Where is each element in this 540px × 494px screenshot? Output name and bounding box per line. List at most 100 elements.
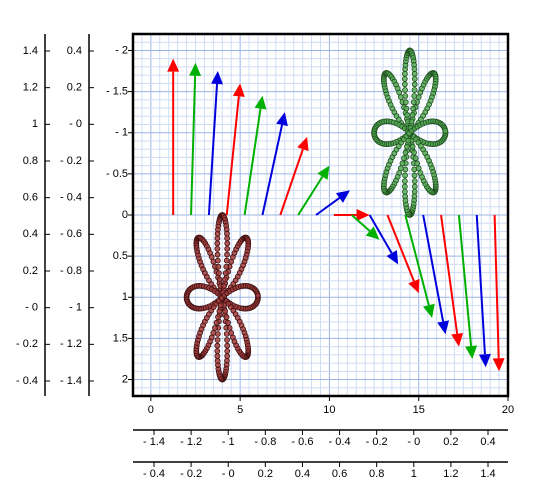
arrow-shaft (297, 176, 324, 216)
y-tick-label: 1 (122, 291, 128, 303)
y-tick-label: - 2 (115, 44, 128, 56)
grid-lines (132, 33, 509, 397)
bottom-upper-tick-label: - 1 (222, 436, 235, 448)
arrow-shaft (368, 214, 393, 254)
bottom-upper-tick-label: - 0.8 (254, 436, 276, 448)
arrow-shaft (279, 148, 304, 216)
flower-marker (401, 81, 408, 88)
flower-marker (409, 112, 416, 118)
flower-marker (410, 105, 417, 112)
flower-marker (411, 70, 418, 77)
flower-marker (224, 342, 231, 349)
bottom-upper-tick-label: - 1.4 (143, 436, 165, 448)
arrow-shaft (261, 124, 284, 216)
flower-marker (411, 75, 418, 82)
bottom-lower-tick-label: 0.6 (332, 468, 347, 480)
x-tick-label: 0 (148, 404, 154, 416)
flower-marker (415, 165, 422, 172)
bottom-lower-tick-label: - 0.4 (143, 468, 165, 480)
arrow-head (492, 358, 505, 372)
flower-marker (224, 245, 231, 252)
flower-marker (399, 160, 406, 167)
arrow-head (254, 95, 267, 110)
flower-marker (214, 235, 221, 242)
flower-marker (222, 308, 229, 315)
flower-marker (215, 263, 222, 270)
flower-marker (216, 308, 223, 315)
arrow-head (189, 62, 202, 76)
arrow-shaft (207, 83, 219, 216)
flower-marker (214, 353, 221, 360)
arrow-shaft (493, 214, 500, 359)
bottom-lower-tick-label: - 0.2 (180, 468, 202, 480)
flower-marker (411, 149, 417, 156)
left-inner-tick-label: - 0.6 (60, 228, 82, 240)
left-inner-tick-label: 0.2 (67, 82, 82, 94)
bottom-upper-tick-label: 0.4 (480, 436, 495, 448)
flower-marker (404, 143, 410, 150)
flower-marker (411, 172, 418, 179)
flower-marker (403, 105, 410, 112)
left-inner-tick-label: - 0.2 (60, 155, 82, 167)
flower-marker (214, 245, 221, 252)
flower-marker (215, 314, 221, 320)
flower-marker (404, 112, 411, 118)
left-inner-tick-label: 0.4 (67, 45, 82, 57)
arrow-head (232, 83, 245, 97)
left-outer-tick-label: - 0.2 (16, 338, 38, 350)
flower-marker (224, 240, 231, 247)
flower-marker (414, 160, 421, 167)
flower-marker (221, 283, 228, 289)
bottom-upper-tick-label: - 0.2 (366, 436, 388, 448)
arrow-shaft (243, 108, 262, 216)
flower-marker (215, 270, 222, 276)
flower-marker (224, 230, 230, 237)
flower-marker (402, 193, 409, 200)
flower-marker (402, 87, 408, 93)
arrow-head (335, 190, 350, 203)
y-tick-label: 0 (122, 209, 128, 221)
flower-marker (401, 155, 407, 162)
arrow-head (365, 226, 380, 240)
arrow-shaft (315, 197, 341, 216)
flower-marker (214, 337, 221, 343)
flower-marker (401, 178, 408, 185)
arrow-shaft (457, 214, 473, 347)
left-outer-tick-label: 0.4 (23, 228, 38, 240)
flower-marker (214, 257, 221, 264)
arrow-shaft (351, 214, 371, 232)
flower-marker (224, 348, 231, 355)
bottom-lower-tick-label: 1 (411, 468, 417, 480)
left-outer-tick-label: 1.4 (23, 45, 38, 57)
arrow-head (465, 345, 478, 359)
axes: 0 5 10 15 20 - 2 - 1.5 - 1 - 0.5 0 0.5 1 1.5 2 1.4 1.2 1… (16, 34, 514, 480)
flower-marker (409, 143, 416, 150)
flower-marker (223, 314, 230, 320)
flower-marker (402, 99, 409, 106)
x-tick-label: 10 (323, 404, 335, 416)
bottom-lower-tick-label: 0.2 (258, 468, 273, 480)
flower-marker (223, 257, 230, 264)
flower-marker (402, 172, 408, 179)
flower-markers (183, 47, 449, 383)
arrow-head (423, 303, 435, 318)
y-tick-label: - 1.5 (106, 85, 128, 97)
bottom-upper-tick-label: - 1.2 (180, 436, 202, 448)
arrow-head (317, 165, 330, 180)
x-tick-label: 5 (237, 404, 243, 416)
flower-1 (183, 212, 261, 383)
left-inner-tick-label: - 1 (69, 302, 82, 314)
left-outer-tick-label: 0.6 (23, 192, 38, 204)
arrow-shaft (404, 214, 430, 306)
flower-marker (225, 319, 231, 326)
x-tick-label: 15 (413, 404, 425, 416)
flower-marker (214, 357, 221, 364)
y-tick-label: 0.5 (113, 250, 128, 262)
left-outer-tick-label: 0.8 (23, 155, 38, 167)
flower-marker (224, 353, 231, 360)
flower-marker (224, 235, 231, 242)
bottom-lower-tick-label: - 0 (222, 468, 235, 480)
flower-marker (228, 329, 235, 336)
flower-marker (412, 155, 419, 162)
flower-marker (401, 183, 408, 190)
